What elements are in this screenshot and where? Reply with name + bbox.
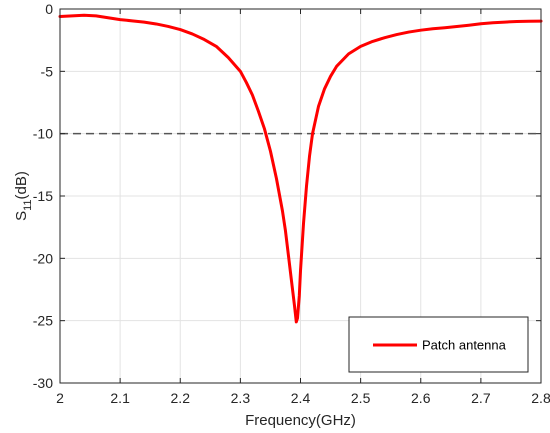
y-axis-title-subscript: 11 [22,199,34,210]
legend: Patch antenna [348,316,529,373]
x-tick-label: 2.6 [411,390,431,406]
axes-frame [59,8,542,384]
legend-label: Patch antenna [422,338,507,353]
x-tick-label: 2.2 [171,390,191,406]
x-tick-label: 2.4 [291,390,311,406]
y-tick-label: -30 [33,375,53,391]
y-tick-label: -20 [33,250,53,266]
x-tick-label: 2.1 [110,390,130,406]
y-tick-label: -10 [33,126,53,142]
x-tick-label: 2.3 [231,390,251,406]
y-tick-label: -15 [33,188,53,204]
series-layer [58,13,543,324]
x-tick-label: 2 [56,390,64,406]
y-tick-label: -25 [33,313,53,329]
y-axis-title-suffix: (dB) [13,171,30,199]
series-line [58,13,543,324]
x-tick-label: 2.7 [471,390,491,406]
y-tick-label: 0 [45,1,53,17]
x-tick-label: 2.5 [351,390,371,406]
y-tick-label: -5 [41,63,54,79]
x-tick-labels: 2 2.1 2.2 2.3 2.4 2.5 2.6 2.7 2.8 [56,390,550,406]
x-axis-title: Frequency(GHz) [245,412,356,429]
y-axis-title: S11(dB) [13,171,34,221]
x-tick-label: 2.8 [531,390,550,406]
y-axis-title-base: S [13,211,30,221]
y-tick-labels: 0 -5 -10 -15 -20 -25 -30 [33,1,53,391]
axes-box [59,8,542,384]
